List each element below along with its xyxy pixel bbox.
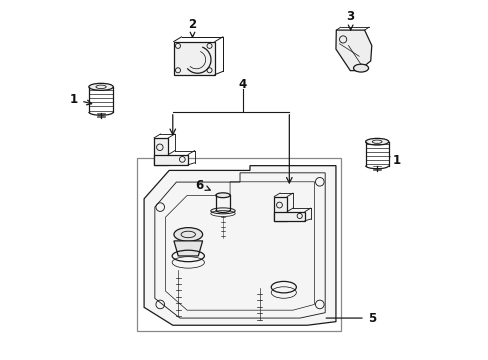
Ellipse shape	[215, 193, 230, 198]
Text: 3: 3	[346, 10, 354, 30]
Text: 2: 2	[188, 18, 196, 37]
Ellipse shape	[89, 83, 113, 90]
Bar	[154, 154, 188, 165]
Polygon shape	[174, 241, 202, 256]
Bar	[173, 41, 214, 75]
Bar	[274, 197, 286, 221]
Bar	[154, 138, 168, 165]
Bar	[137, 158, 341, 330]
Bar	[274, 212, 305, 221]
Ellipse shape	[353, 64, 368, 72]
Text: 1: 1	[389, 154, 400, 167]
Text: 5: 5	[325, 311, 375, 325]
Text: 1: 1	[70, 93, 91, 106]
Polygon shape	[335, 30, 371, 71]
Polygon shape	[144, 166, 335, 325]
Text: 4: 4	[238, 78, 246, 91]
Ellipse shape	[174, 228, 202, 241]
Ellipse shape	[365, 138, 388, 145]
Text: 6: 6	[195, 179, 210, 192]
